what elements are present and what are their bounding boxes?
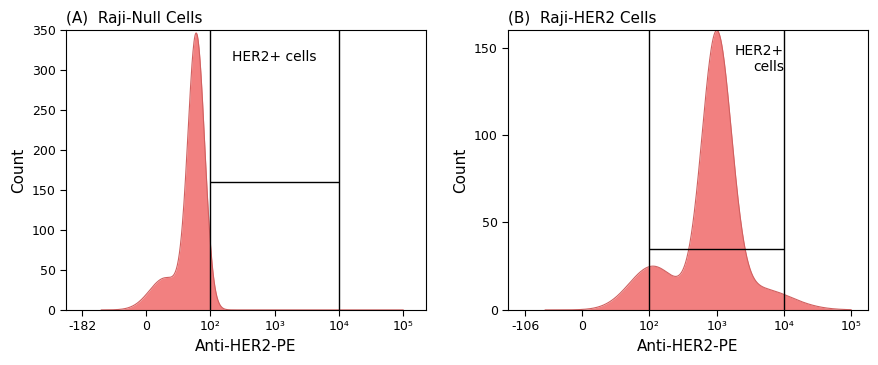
Text: HER2+ cells: HER2+ cells	[232, 50, 317, 64]
Text: (B)  Raji-HER2 Cells: (B) Raji-HER2 Cells	[507, 11, 656, 26]
Text: HER2+
cells: HER2+ cells	[734, 44, 783, 74]
Y-axis label: Count: Count	[11, 147, 26, 193]
X-axis label: Anti-HER2-PE: Anti-HER2-PE	[195, 339, 296, 354]
Y-axis label: Count: Count	[453, 147, 468, 193]
X-axis label: Anti-HER2-PE: Anti-HER2-PE	[637, 339, 738, 354]
Text: (A)  Raji-Null Cells: (A) Raji-Null Cells	[66, 11, 202, 26]
